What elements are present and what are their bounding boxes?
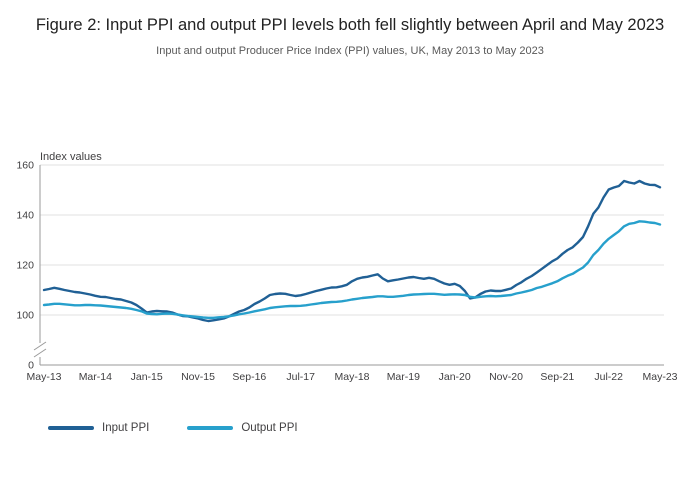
y-tick-label: 100 bbox=[16, 310, 34, 322]
x-tick-label: Nov-15 bbox=[181, 371, 215, 383]
legend-item-input-ppi: Input PPI bbox=[48, 422, 149, 434]
x-tick-label: Mar-14 bbox=[79, 371, 112, 383]
y-axis-label: Index values bbox=[40, 151, 102, 163]
y-tick-label: 140 bbox=[16, 210, 34, 222]
x-tick-label: Jul-17 bbox=[286, 371, 315, 383]
x-tick-label: May-13 bbox=[26, 371, 61, 383]
input-ppi-line-swatch bbox=[48, 426, 94, 430]
legend-item-output-ppi: Output PPI bbox=[187, 422, 298, 434]
axis-break-mark bbox=[33, 341, 47, 351]
x-tick-label: May-23 bbox=[642, 371, 677, 383]
x-tick-label: Sep-21 bbox=[540, 371, 574, 383]
chart-area: Index values 160 140 120 100 0 May-13 Mar-14 Jan… bbox=[0, 144, 700, 389]
figure-title: Figure 2: Input PPI and output PPI level… bbox=[35, 16, 665, 34]
legend-label-output-ppi: Output PPI bbox=[241, 422, 298, 434]
x-tick-label: Sep-16 bbox=[232, 371, 266, 383]
x-tick-label: Nov-20 bbox=[489, 371, 523, 383]
output-ppi-line bbox=[42, 220, 662, 320]
axis-break-mark bbox=[33, 348, 47, 358]
output-ppi-line-swatch bbox=[187, 426, 234, 430]
legend-label-input-ppi: Input PPI bbox=[102, 422, 150, 434]
x-tick-label: May-18 bbox=[334, 371, 369, 383]
ppi-chart-figure: Figure 2: Input PPI and output PPI level… bbox=[0, 14, 700, 502]
chart-legend: Input PPI Output PPI bbox=[48, 422, 298, 434]
y-tick-label: 0 bbox=[28, 360, 34, 372]
x-tick-label: Jan-20 bbox=[439, 371, 471, 383]
x-tick-label: Jan-15 bbox=[131, 371, 163, 383]
y-tick-label: 120 bbox=[16, 260, 34, 272]
figure-subtitle: Input and output Producer Price Index (P… bbox=[156, 45, 544, 58]
y-tick-label: 160 bbox=[16, 160, 34, 172]
x-tick-label: Mar-19 bbox=[387, 371, 420, 383]
x-tick-label: Jul-22 bbox=[594, 371, 623, 383]
